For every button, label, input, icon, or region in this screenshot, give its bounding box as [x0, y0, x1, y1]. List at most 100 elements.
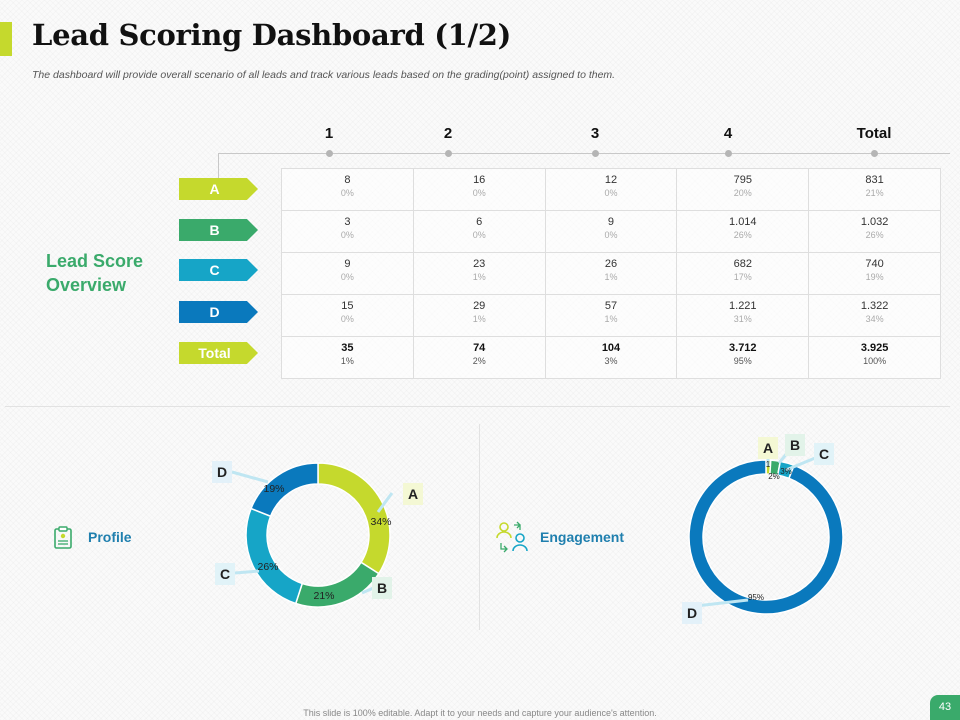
lead-score-table: 8 0% 16 0% 12 0% 795 20% 831 21% 3 0% 6 0% 9 0% … [281, 168, 941, 379]
cell-value: 6 [476, 216, 483, 228]
table-cell: 1.322 34% [808, 294, 941, 337]
page-number-badge: 43 [930, 695, 960, 720]
cell-percent: 2% [472, 356, 486, 366]
cell-value: 3.712 [729, 342, 757, 354]
table-cell: 104 3% [544, 336, 678, 379]
table-row-total: 35 1% 74 2% 104 3% 3.712 95% 3.925 100% [281, 336, 941, 379]
cell-percent: 100% [863, 356, 887, 366]
profile-data-label-b: 21% [313, 590, 334, 602]
chart-divider [479, 424, 480, 630]
table-cell: 740 19% [808, 252, 941, 295]
profile-leader-a [376, 492, 394, 513]
cell-value: 9 [607, 216, 615, 228]
cell-value: 9 [344, 258, 351, 270]
row-tag-total: Total [179, 342, 258, 364]
lead-score-overview-label: Lead Score Overview [46, 249, 176, 297]
column-header-4: 4 [723, 125, 733, 142]
cell-percent: 0% [340, 188, 354, 198]
cell-value: 1.221 [729, 300, 757, 312]
column-header-total: Total [856, 125, 892, 142]
title-accent-bar [0, 22, 12, 56]
profile-leader-c [234, 569, 260, 575]
timeline-dot [591, 150, 599, 157]
table-cell: 3.925 100% [808, 336, 941, 379]
table-row: 15 0% 29 1% 57 1% 1.221 31% 1.322 34% [281, 294, 941, 337]
table-cell: 29 1% [412, 294, 546, 337]
table-cell: 15 0% [281, 294, 414, 337]
cell-value: 3 [344, 216, 351, 228]
table-cell: 16 0% [412, 168, 546, 211]
cell-percent: 95% [733, 356, 752, 366]
profile-slice-b [294, 561, 380, 608]
profile-slice-c [245, 507, 304, 605]
cell-value: 12 [604, 174, 618, 186]
cell-percent: 21% [865, 188, 884, 198]
cell-percent: 19% [865, 272, 884, 282]
engagement-data-label-c: 3% [780, 467, 792, 476]
cell-value: 795 [733, 174, 752, 186]
cell-value: 74 [473, 342, 486, 354]
engagement-tag-c: C [814, 443, 834, 465]
engagement-slice-d [688, 459, 844, 615]
footer-note: This slide is 100% editable. Adapt it to… [303, 708, 657, 718]
table-cell: 23 1% [412, 252, 546, 295]
cell-value: 1.014 [729, 216, 757, 228]
row-tag-b: B [179, 219, 258, 241]
table-row: 3 0% 6 0% 9 0% 1.014 26% 1.032 26% [281, 210, 941, 253]
table-cell: 3.712 95% [676, 336, 810, 379]
table-cell: 1.032 26% [808, 210, 941, 253]
timeline-dot [444, 150, 452, 157]
engagement-slice-b [769, 459, 782, 476]
table-cell: 6 0% [412, 210, 546, 253]
engagement-leader-d [695, 598, 749, 608]
cell-value: 57 [604, 300, 618, 312]
cell-percent: 17% [733, 272, 752, 282]
cell-value: 29 [473, 300, 486, 312]
timeline-dot [724, 150, 732, 157]
table-cell: 9 0% [544, 210, 678, 253]
cell-value: 740 [865, 258, 884, 270]
cell-percent: 26% [733, 230, 752, 240]
cell-value: 26 [604, 258, 618, 270]
table-cell: 8 0% [281, 168, 414, 211]
table-cell: 795 20% [676, 168, 810, 211]
cell-value: 23 [473, 258, 486, 270]
cell-percent: 0% [340, 230, 354, 240]
page-subtitle: The dashboard will provide overall scena… [32, 69, 616, 81]
timeline-dot [870, 150, 878, 157]
cell-value: 8 [344, 174, 351, 186]
table-cell: 3 0% [281, 210, 414, 253]
column-header-3: 3 [590, 125, 600, 142]
cell-value: 104 [601, 342, 621, 354]
cell-value: 3.925 [860, 342, 889, 354]
engagement-slice-a [765, 459, 772, 475]
profile-tag-d: D [212, 461, 232, 483]
profile-data-label-c: 26% [257, 561, 278, 573]
cell-value: 15 [341, 300, 354, 312]
cell-value: 16 [473, 174, 486, 186]
cell-percent: 26% [865, 230, 884, 240]
engagement-data-label-d: 95% [748, 593, 764, 602]
cell-percent: 1% [604, 314, 618, 324]
profile-tag-b: B [372, 577, 392, 599]
engagement-label: Engagement [540, 529, 625, 545]
profile-leader-d [231, 470, 269, 484]
profile-tag-a: A [403, 483, 423, 505]
cell-percent: 31% [733, 314, 752, 324]
table-cell: 682 17% [676, 252, 810, 295]
table-cell: 26 1% [544, 252, 678, 295]
cell-percent: 1% [472, 272, 486, 282]
profile-label: Profile [88, 529, 132, 545]
engagement-slice-c [776, 460, 796, 480]
engagement-tag-b: B [785, 434, 805, 456]
cell-percent: 0% [340, 272, 354, 282]
people-exchange-icon [496, 521, 528, 553]
table-row: 8 0% 16 0% 12 0% 795 20% 831 21% [281, 168, 941, 211]
cell-percent: 0% [340, 314, 354, 324]
table-cell: 12 0% [544, 168, 678, 211]
table-cell: 831 21% [808, 168, 941, 211]
page-title: Lead Scoring Dashboard (1/2) [32, 18, 512, 52]
lead-score-label-line2: Overview [46, 275, 127, 295]
profile-data-label-d: 19% [263, 483, 284, 495]
cell-percent: 3% [604, 356, 618, 366]
